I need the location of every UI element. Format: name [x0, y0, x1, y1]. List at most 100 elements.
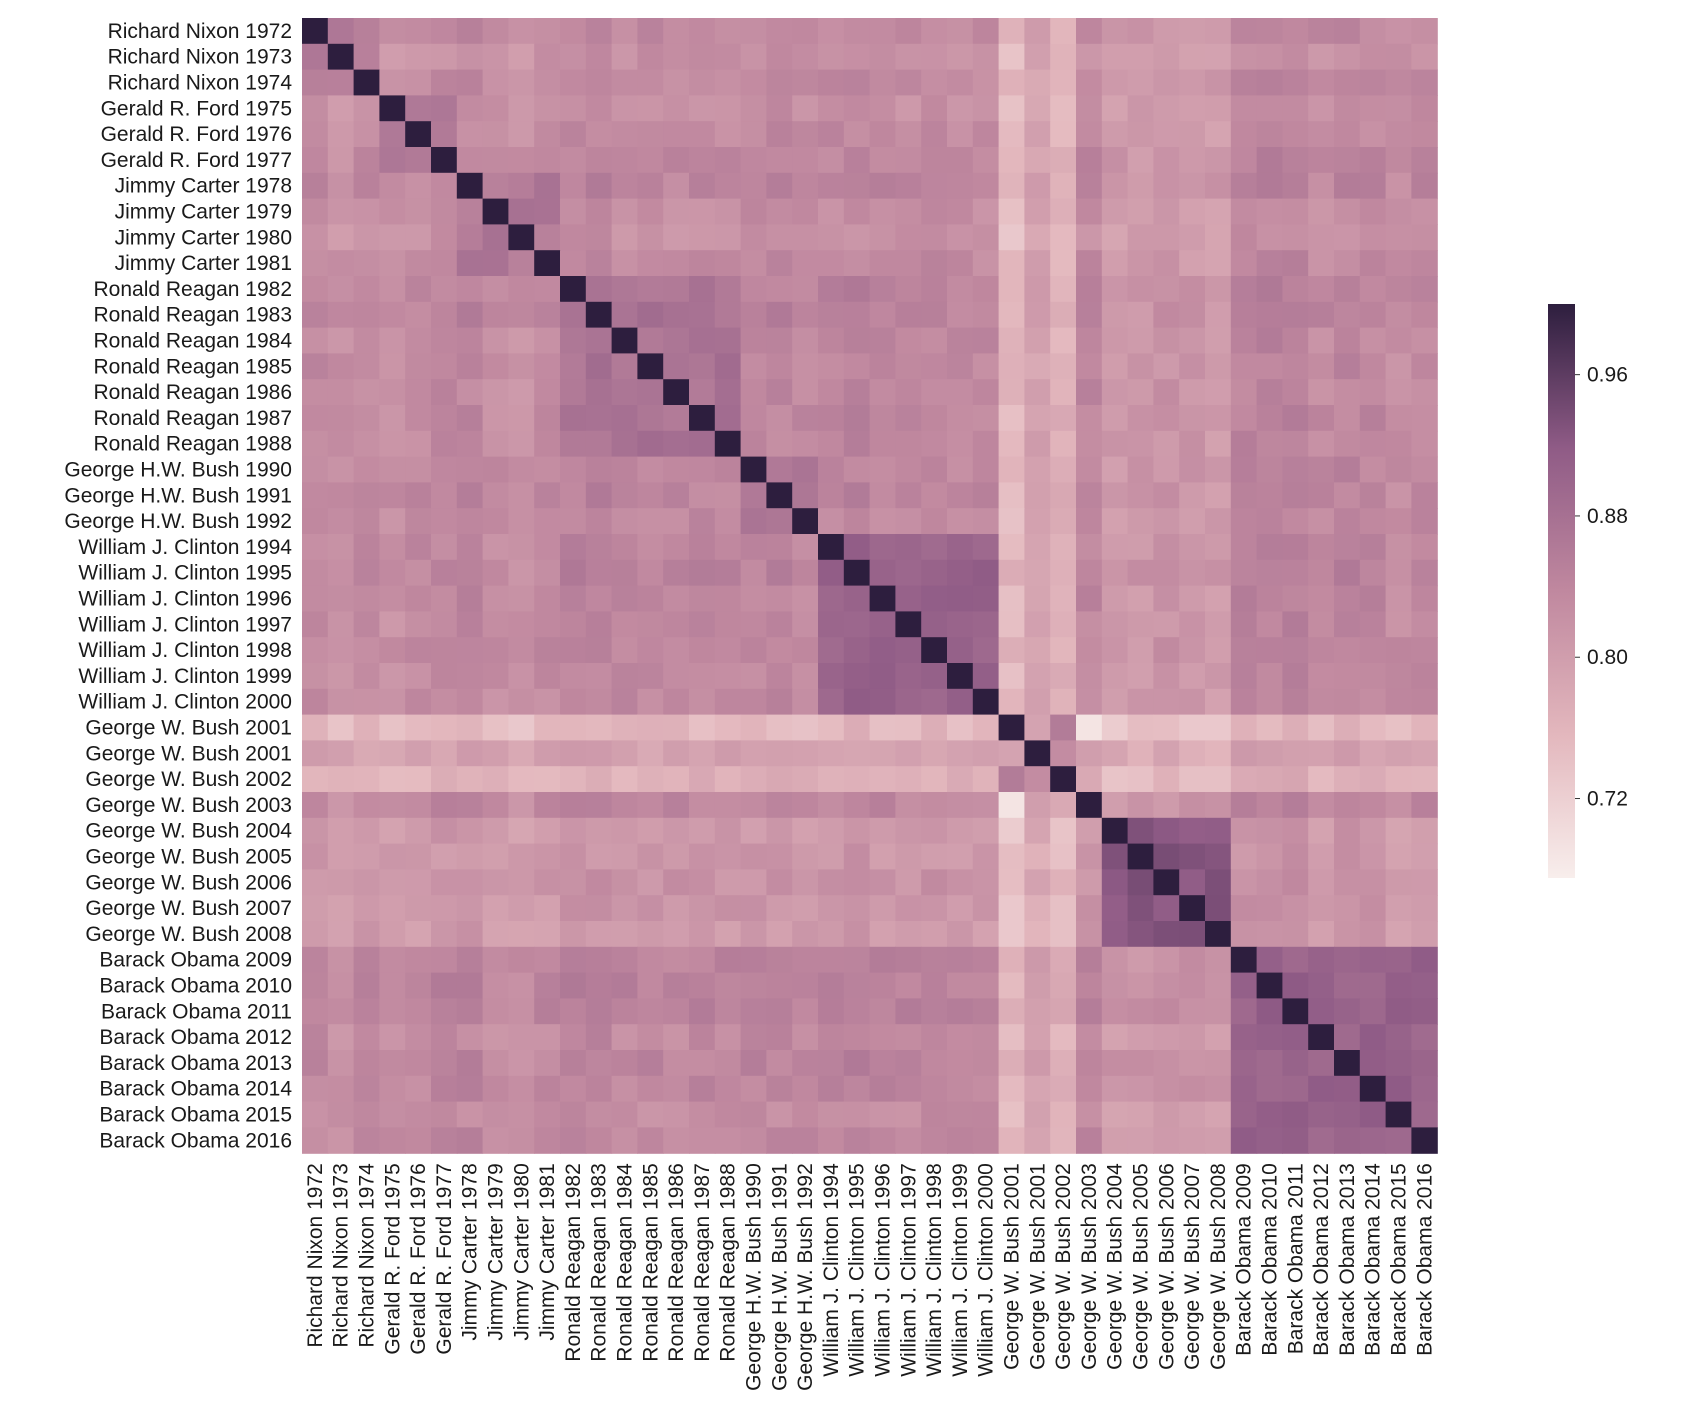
heatmap-cell: [405, 1024, 432, 1051]
heatmap-cell: [611, 585, 638, 612]
heatmap-cell: [1076, 147, 1103, 174]
heatmap-cell: [689, 534, 716, 561]
heatmap-cell: [998, 430, 1025, 458]
heatmap-cell: [689, 1127, 716, 1154]
heatmap-cell: [792, 611, 819, 638]
y-tick-label: Barack Obama 2011: [101, 1000, 292, 1023]
heatmap-cell: [379, 430, 406, 458]
heatmap-cell: [895, 301, 922, 329]
heatmap-cell: [1101, 353, 1129, 380]
heatmap-cell: [689, 817, 716, 845]
heatmap-cell: [792, 1075, 819, 1103]
heatmap-cell: [560, 276, 587, 303]
heatmap-cell: [431, 95, 458, 122]
heatmap-cell: [637, 714, 664, 741]
heatmap-cell: [611, 250, 638, 277]
heatmap-cell: [611, 869, 638, 896]
heatmap-cell: [1308, 147, 1335, 174]
heatmap-cell: [843, 1024, 871, 1051]
heatmap-cell: [1101, 688, 1129, 716]
heatmap-cell: [482, 95, 509, 122]
heatmap-cell: [1385, 69, 1412, 96]
heatmap-cell: [998, 921, 1025, 948]
heatmap-cell: [482, 869, 509, 896]
heatmap-cell: [534, 482, 561, 509]
heatmap-cell: [714, 327, 742, 354]
heatmap-cell: [1153, 1127, 1180, 1154]
heatmap-cell: [1308, 250, 1335, 277]
heatmap-cell: [818, 276, 845, 303]
heatmap-cell: [972, 250, 1000, 277]
heatmap-cell: [1050, 147, 1077, 174]
heatmap-cell: [663, 998, 690, 1025]
heatmap-cell: [1153, 792, 1180, 819]
heatmap-cell: [1076, 121, 1103, 148]
heatmap-cell: [766, 611, 793, 638]
heatmap-cell: [1153, 327, 1180, 354]
heatmap-cell: [1256, 69, 1283, 96]
heatmap-cell: [1127, 482, 1154, 509]
heatmap-cell: [456, 1075, 484, 1103]
y-tick-label: George W. Bush 2007: [85, 897, 292, 920]
heatmap-cell: [585, 353, 613, 380]
heatmap-cell: [1179, 456, 1206, 483]
heatmap-cell: [1076, 972, 1103, 999]
heatmap-cell: [714, 18, 742, 45]
heatmap-cell: [740, 379, 767, 406]
heatmap-cell: [508, 198, 535, 225]
heatmap-cell: [843, 121, 871, 148]
heatmap-cell: [1334, 714, 1361, 741]
heatmap-cell: [1101, 508, 1129, 535]
heatmap-cell: [714, 740, 742, 767]
heatmap-cell: [740, 766, 767, 793]
heatmap-cell: [1076, 250, 1103, 277]
heatmap-cell: [379, 43, 406, 71]
heatmap-cell: [766, 946, 793, 974]
heatmap-cell: [947, 972, 974, 999]
heatmap-cell: [456, 534, 484, 561]
heatmap-cell: [1024, 456, 1051, 483]
heatmap-cell: [843, 611, 871, 638]
heatmap-cell: [379, 121, 406, 148]
heatmap-cell: [818, 69, 845, 96]
heatmap-cell: [327, 921, 355, 948]
heatmap-cell: [327, 95, 355, 122]
heatmap-cell: [689, 714, 716, 741]
heatmap-cell: [766, 69, 793, 96]
heatmap-cell: [818, 327, 845, 354]
heatmap-cell: [1050, 250, 1077, 277]
heatmap-cell: [947, 1075, 974, 1103]
heatmap-cell: [792, 456, 819, 483]
heatmap-cell: [1050, 869, 1077, 896]
heatmap-cell: [1153, 18, 1180, 45]
heatmap-cell: [921, 585, 948, 612]
heatmap-cell: [714, 224, 742, 251]
heatmap-cell: [792, 482, 819, 509]
heatmap-cell: [1334, 869, 1361, 896]
heatmap-cell: [972, 663, 1000, 690]
heatmap-cell: [947, 508, 974, 535]
heatmap-cell: [482, 147, 509, 174]
heatmap-cell: [1411, 301, 1438, 329]
heatmap-cell: [1179, 301, 1206, 329]
x-tick-label: Ronald Reagan 1988: [717, 1163, 740, 1362]
heatmap-cell: [947, 895, 974, 922]
heatmap-cell: [998, 95, 1025, 122]
heatmap-cell: [1385, 379, 1412, 406]
heatmap-cell: [1385, 1127, 1412, 1154]
heatmap-cell: [1256, 405, 1283, 432]
heatmap-cell: [508, 817, 535, 845]
heatmap-cell: [405, 1101, 432, 1128]
heatmap-cell: [1050, 327, 1077, 354]
heatmap-cell: [508, 121, 535, 148]
heatmap-cell: [1308, 198, 1335, 225]
heatmap-cell: [1101, 817, 1129, 845]
heatmap-cell: [663, 1024, 690, 1051]
heatmap-cell: [327, 224, 355, 251]
heatmap-cell: [714, 869, 742, 896]
heatmap-cell: [869, 482, 896, 509]
heatmap-cell: [585, 456, 613, 483]
heatmap-cell: [998, 250, 1025, 277]
heatmap-cell: [766, 405, 793, 432]
heatmap-cell: [637, 1024, 664, 1051]
